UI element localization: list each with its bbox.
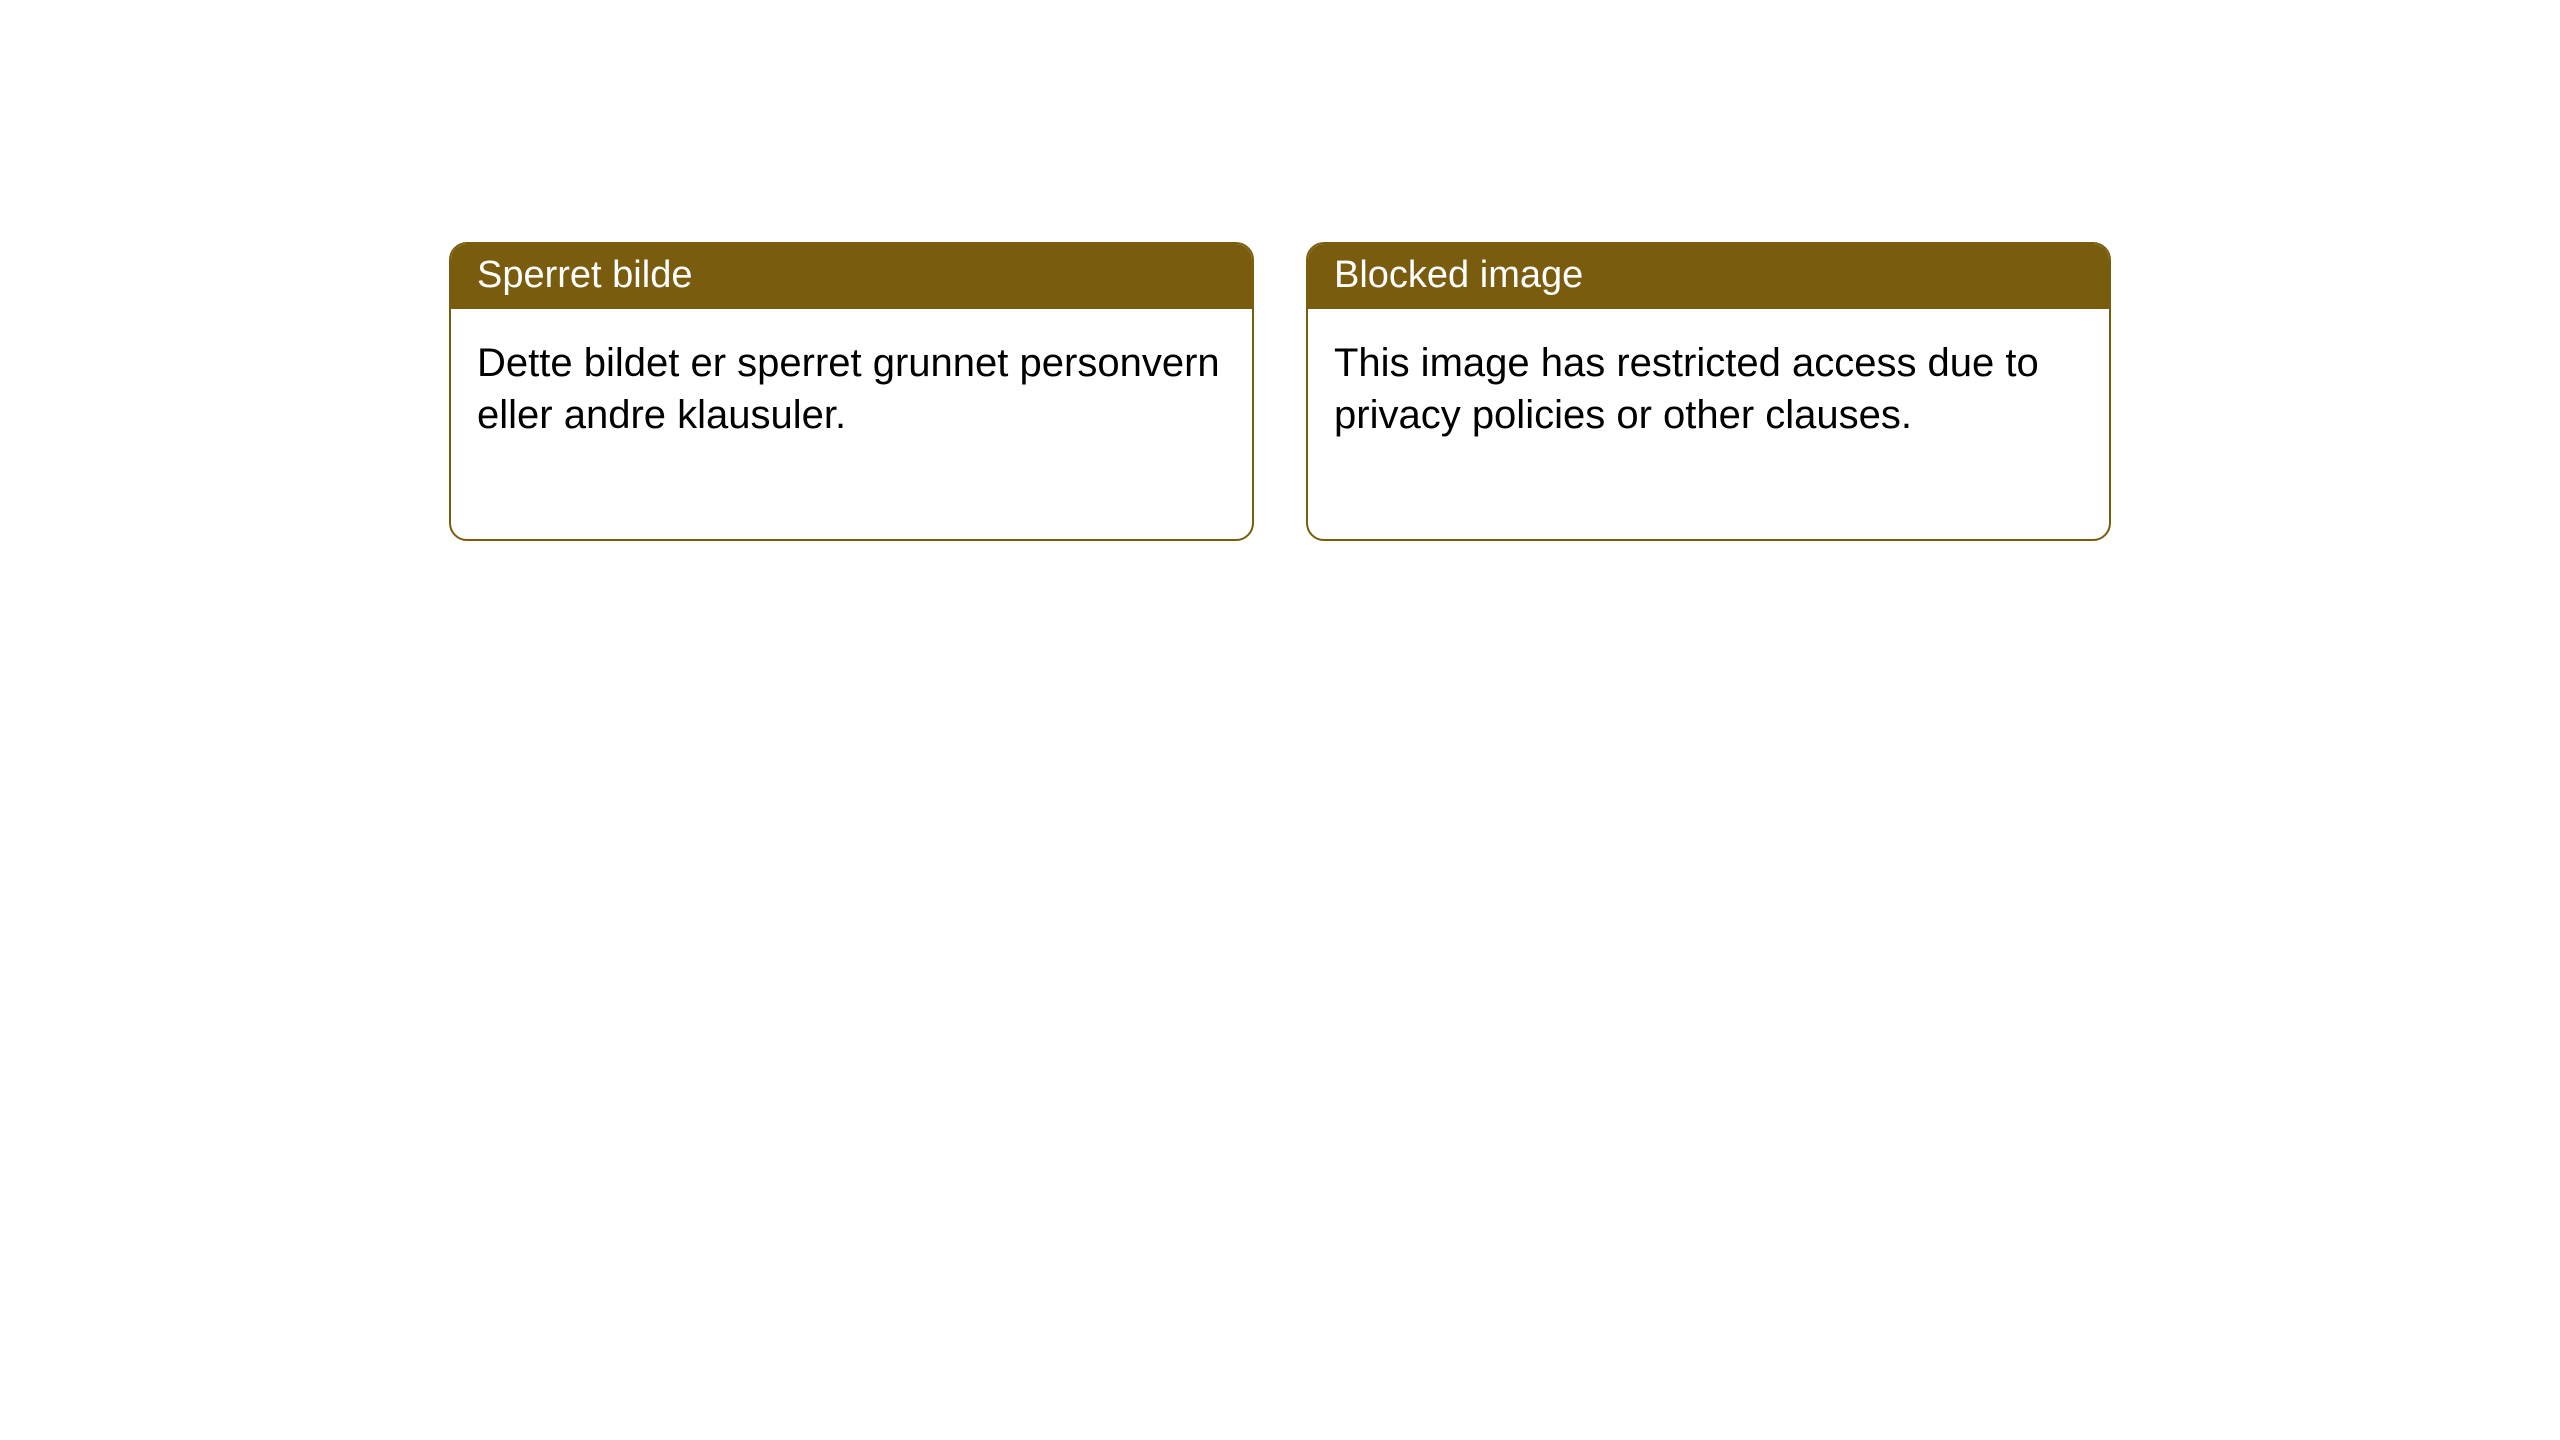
notice-card-english: Blocked image This image has restricted … xyxy=(1306,242,2111,541)
notice-body: Dette bildet er sperret grunnet personve… xyxy=(451,309,1252,539)
notice-body: This image has restricted access due to … xyxy=(1308,309,2109,539)
notice-container: Sperret bilde Dette bildet er sperret gr… xyxy=(449,242,2111,541)
notice-header: Sperret bilde xyxy=(451,244,1252,309)
notice-header: Blocked image xyxy=(1308,244,2109,309)
notice-card-norwegian: Sperret bilde Dette bildet er sperret gr… xyxy=(449,242,1254,541)
